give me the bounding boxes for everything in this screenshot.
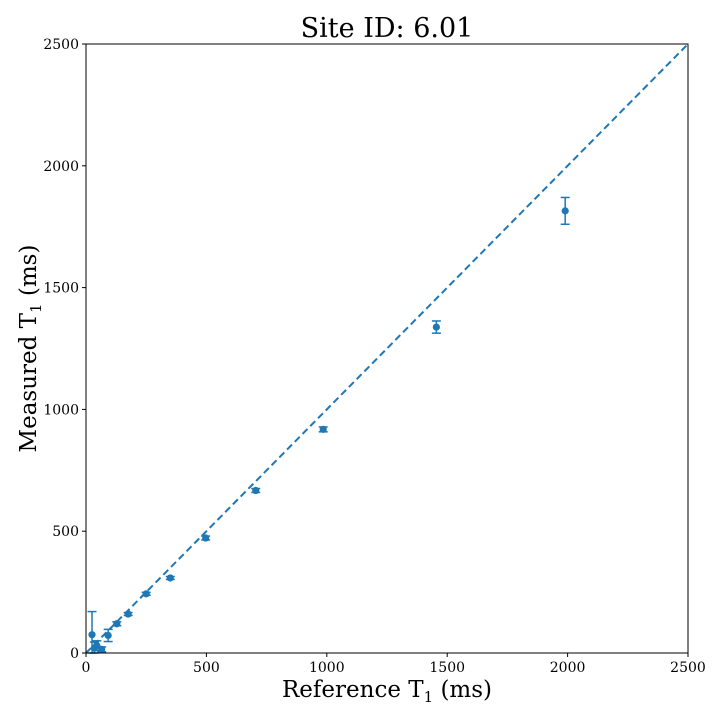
- y-axis-label-unit: (ms): [16, 245, 42, 304]
- point-marker: [319, 425, 327, 433]
- point-marker: [88, 631, 96, 639]
- data-point: [560, 196, 570, 226]
- point-marker: [124, 610, 132, 618]
- data-point: [431, 320, 441, 334]
- x-tick-label: 2000: [550, 660, 586, 676]
- identity-line: [85, 43, 689, 654]
- x-tick-label: 1500: [429, 660, 465, 676]
- x-axis-label-unit: (ms): [433, 677, 492, 703]
- data-point: [112, 620, 122, 628]
- data-point: [251, 486, 261, 495]
- x-tick-label: 1000: [309, 660, 345, 676]
- plot-frame: [85, 43, 689, 654]
- x-tick-label: 0: [82, 660, 91, 676]
- data-point: [318, 425, 328, 433]
- y-axis-label-subscript: 1: [27, 303, 45, 313]
- x-axis: 0 500 1000 1500 2000 2500: [82, 653, 706, 676]
- y-tick-label: 500: [52, 524, 79, 540]
- point-marker: [142, 590, 150, 598]
- x-axis-label-subscript: 1: [424, 688, 434, 706]
- y-axis: 0 500 1000 1500 2000 2500: [43, 37, 86, 662]
- data-point: [201, 534, 211, 542]
- y-axis-label: Measured T1 (ms): [16, 245, 45, 453]
- plot-area: [85, 43, 689, 654]
- y-tick-label: 2000: [43, 159, 79, 175]
- point-marker: [166, 574, 174, 582]
- data-point: [141, 590, 151, 598]
- point-marker: [104, 631, 112, 640]
- y-tick-label: 2500: [43, 37, 79, 53]
- data-point: [103, 628, 113, 643]
- y-axis-label-main: Measured T: [16, 312, 42, 452]
- chart-title: Site ID: 6.01: [301, 13, 474, 44]
- data-point: [123, 610, 133, 618]
- x-axis-label: Reference T1 (ms): [282, 677, 492, 706]
- point-marker: [252, 486, 260, 495]
- point-marker: [561, 207, 569, 215]
- point-marker: [432, 323, 440, 331]
- y-tick-label: 1000: [43, 402, 79, 418]
- x-tick-label: 2500: [670, 660, 706, 676]
- point-marker: [113, 620, 121, 628]
- x-axis-label-main: Reference T: [282, 677, 424, 703]
- x-tick-label: 500: [193, 660, 220, 676]
- y-tick-label: 0: [70, 646, 79, 662]
- data-point: [165, 574, 175, 582]
- y-tick-label: 1500: [43, 281, 79, 297]
- point-marker: [202, 534, 210, 542]
